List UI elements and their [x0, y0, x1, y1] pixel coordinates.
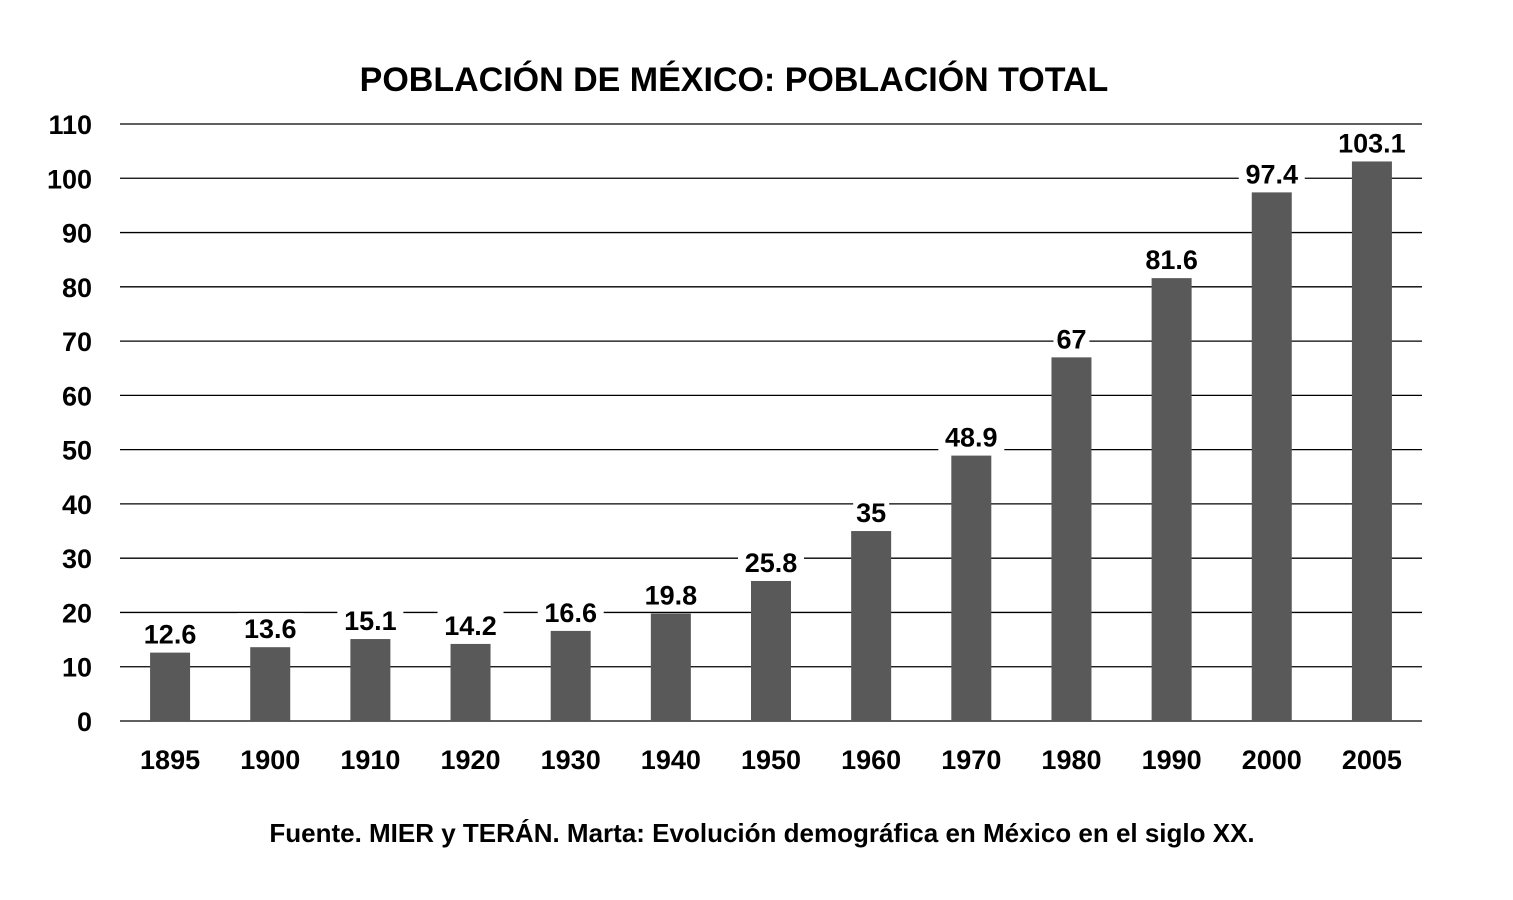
bars [150, 161, 1392, 721]
bar-1990 [1151, 278, 1192, 721]
bar-1900 [250, 647, 291, 721]
data-label-background [637, 579, 704, 610]
x-tick-label-1930: 1930 [541, 745, 601, 775]
x-tick-label-1950: 1950 [741, 745, 801, 775]
y-axis-ticks: 0 10 20 30 40 50 60 70 80 90 100 110 [47, 110, 92, 737]
x-tick-label-2005: 2005 [1342, 745, 1402, 775]
data-label-1900: 13.6 [244, 614, 297, 644]
data-label-background [1238, 158, 1305, 189]
bar-1970 [951, 455, 992, 721]
x-tick-label-1895: 1895 [140, 745, 200, 775]
y-tick-label: 30 [62, 544, 92, 574]
data-label-background [437, 609, 504, 640]
data-label-background [738, 546, 804, 577]
data-label-background [337, 605, 404, 636]
data-label-1910: 15.1 [344, 606, 397, 636]
data-label-1940: 19.8 [645, 581, 698, 611]
bar-2000 [1251, 192, 1292, 721]
x-tick-label-1970: 1970 [941, 745, 1001, 775]
y-tick-label: 70 [62, 327, 92, 357]
data-label-background [1331, 127, 1413, 158]
y-tick-label: 20 [62, 598, 92, 628]
chart-title: POBLACIÓN DE MÉXICO: POBLACIÓN TOTAL [360, 61, 1109, 99]
data-label-2005: 103.1 [1338, 128, 1406, 158]
data-label-background [1053, 323, 1090, 354]
bar-1930 [550, 630, 591, 721]
data-label-1920: 14.2 [444, 611, 497, 641]
x-tick-label-1980: 1980 [1041, 745, 1101, 775]
data-label-1895: 12.6 [144, 620, 197, 650]
bar-1920 [450, 643, 491, 721]
y-tick-label: 60 [62, 381, 92, 411]
bar-1950 [751, 580, 791, 721]
y-tick-label: 100 [47, 164, 92, 194]
x-tick-label-1990: 1990 [1142, 745, 1202, 775]
y-tick-label: 0 [77, 707, 92, 737]
data-label-background [237, 613, 304, 644]
y-tick-label: 90 [62, 219, 92, 249]
data-label-1950: 25.8 [745, 548, 798, 578]
data-label-background [853, 497, 890, 528]
y-tick-label: 10 [62, 653, 92, 683]
bar-1960 [851, 531, 892, 721]
data-label-1980: 67 [1056, 324, 1086, 354]
y-tick-label: 80 [62, 273, 92, 303]
data-label-1960: 35 [856, 498, 886, 528]
data-labels: 12.6 13.6 15.1 14.2 16.6 19.8 25.8 35 48.9 67 81.6… [137, 127, 1413, 650]
x-tick-label-1920: 1920 [440, 745, 500, 775]
x-tick-label-1900: 1900 [240, 745, 300, 775]
y-tick-label: 50 [62, 436, 92, 466]
x-axis-ticks: 1895 1900 1910 1920 1930 1940 1950 1960 1970 1980… [140, 745, 1402, 775]
data-label-background [1138, 244, 1205, 275]
source-note: Fuente. MIER y TERÁN. Marta: Evolución d… [269, 818, 1254, 848]
y-tick-label: 40 [62, 490, 92, 520]
data-label-background [938, 421, 1005, 452]
bar-2005 [1351, 161, 1392, 721]
bar-1910 [350, 639, 391, 721]
bar-1980 [1051, 357, 1092, 721]
bar-1940 [650, 613, 691, 721]
data-label-background [537, 596, 604, 627]
data-label-1930: 16.6 [544, 598, 597, 628]
data-label-background [137, 618, 204, 649]
x-tick-label-1910: 1910 [340, 745, 400, 775]
data-label-1970: 48.9 [945, 423, 998, 453]
data-label-1990: 81.6 [1145, 245, 1198, 275]
data-label-2000: 97.4 [1245, 159, 1298, 189]
x-tick-label-1960: 1960 [841, 745, 901, 775]
y-tick-label: 110 [48, 110, 92, 140]
x-tick-label-2000: 2000 [1242, 745, 1302, 775]
bar-1895 [150, 652, 191, 721]
x-tick-label-1940: 1940 [641, 745, 701, 775]
gridlines [120, 123, 1422, 722]
